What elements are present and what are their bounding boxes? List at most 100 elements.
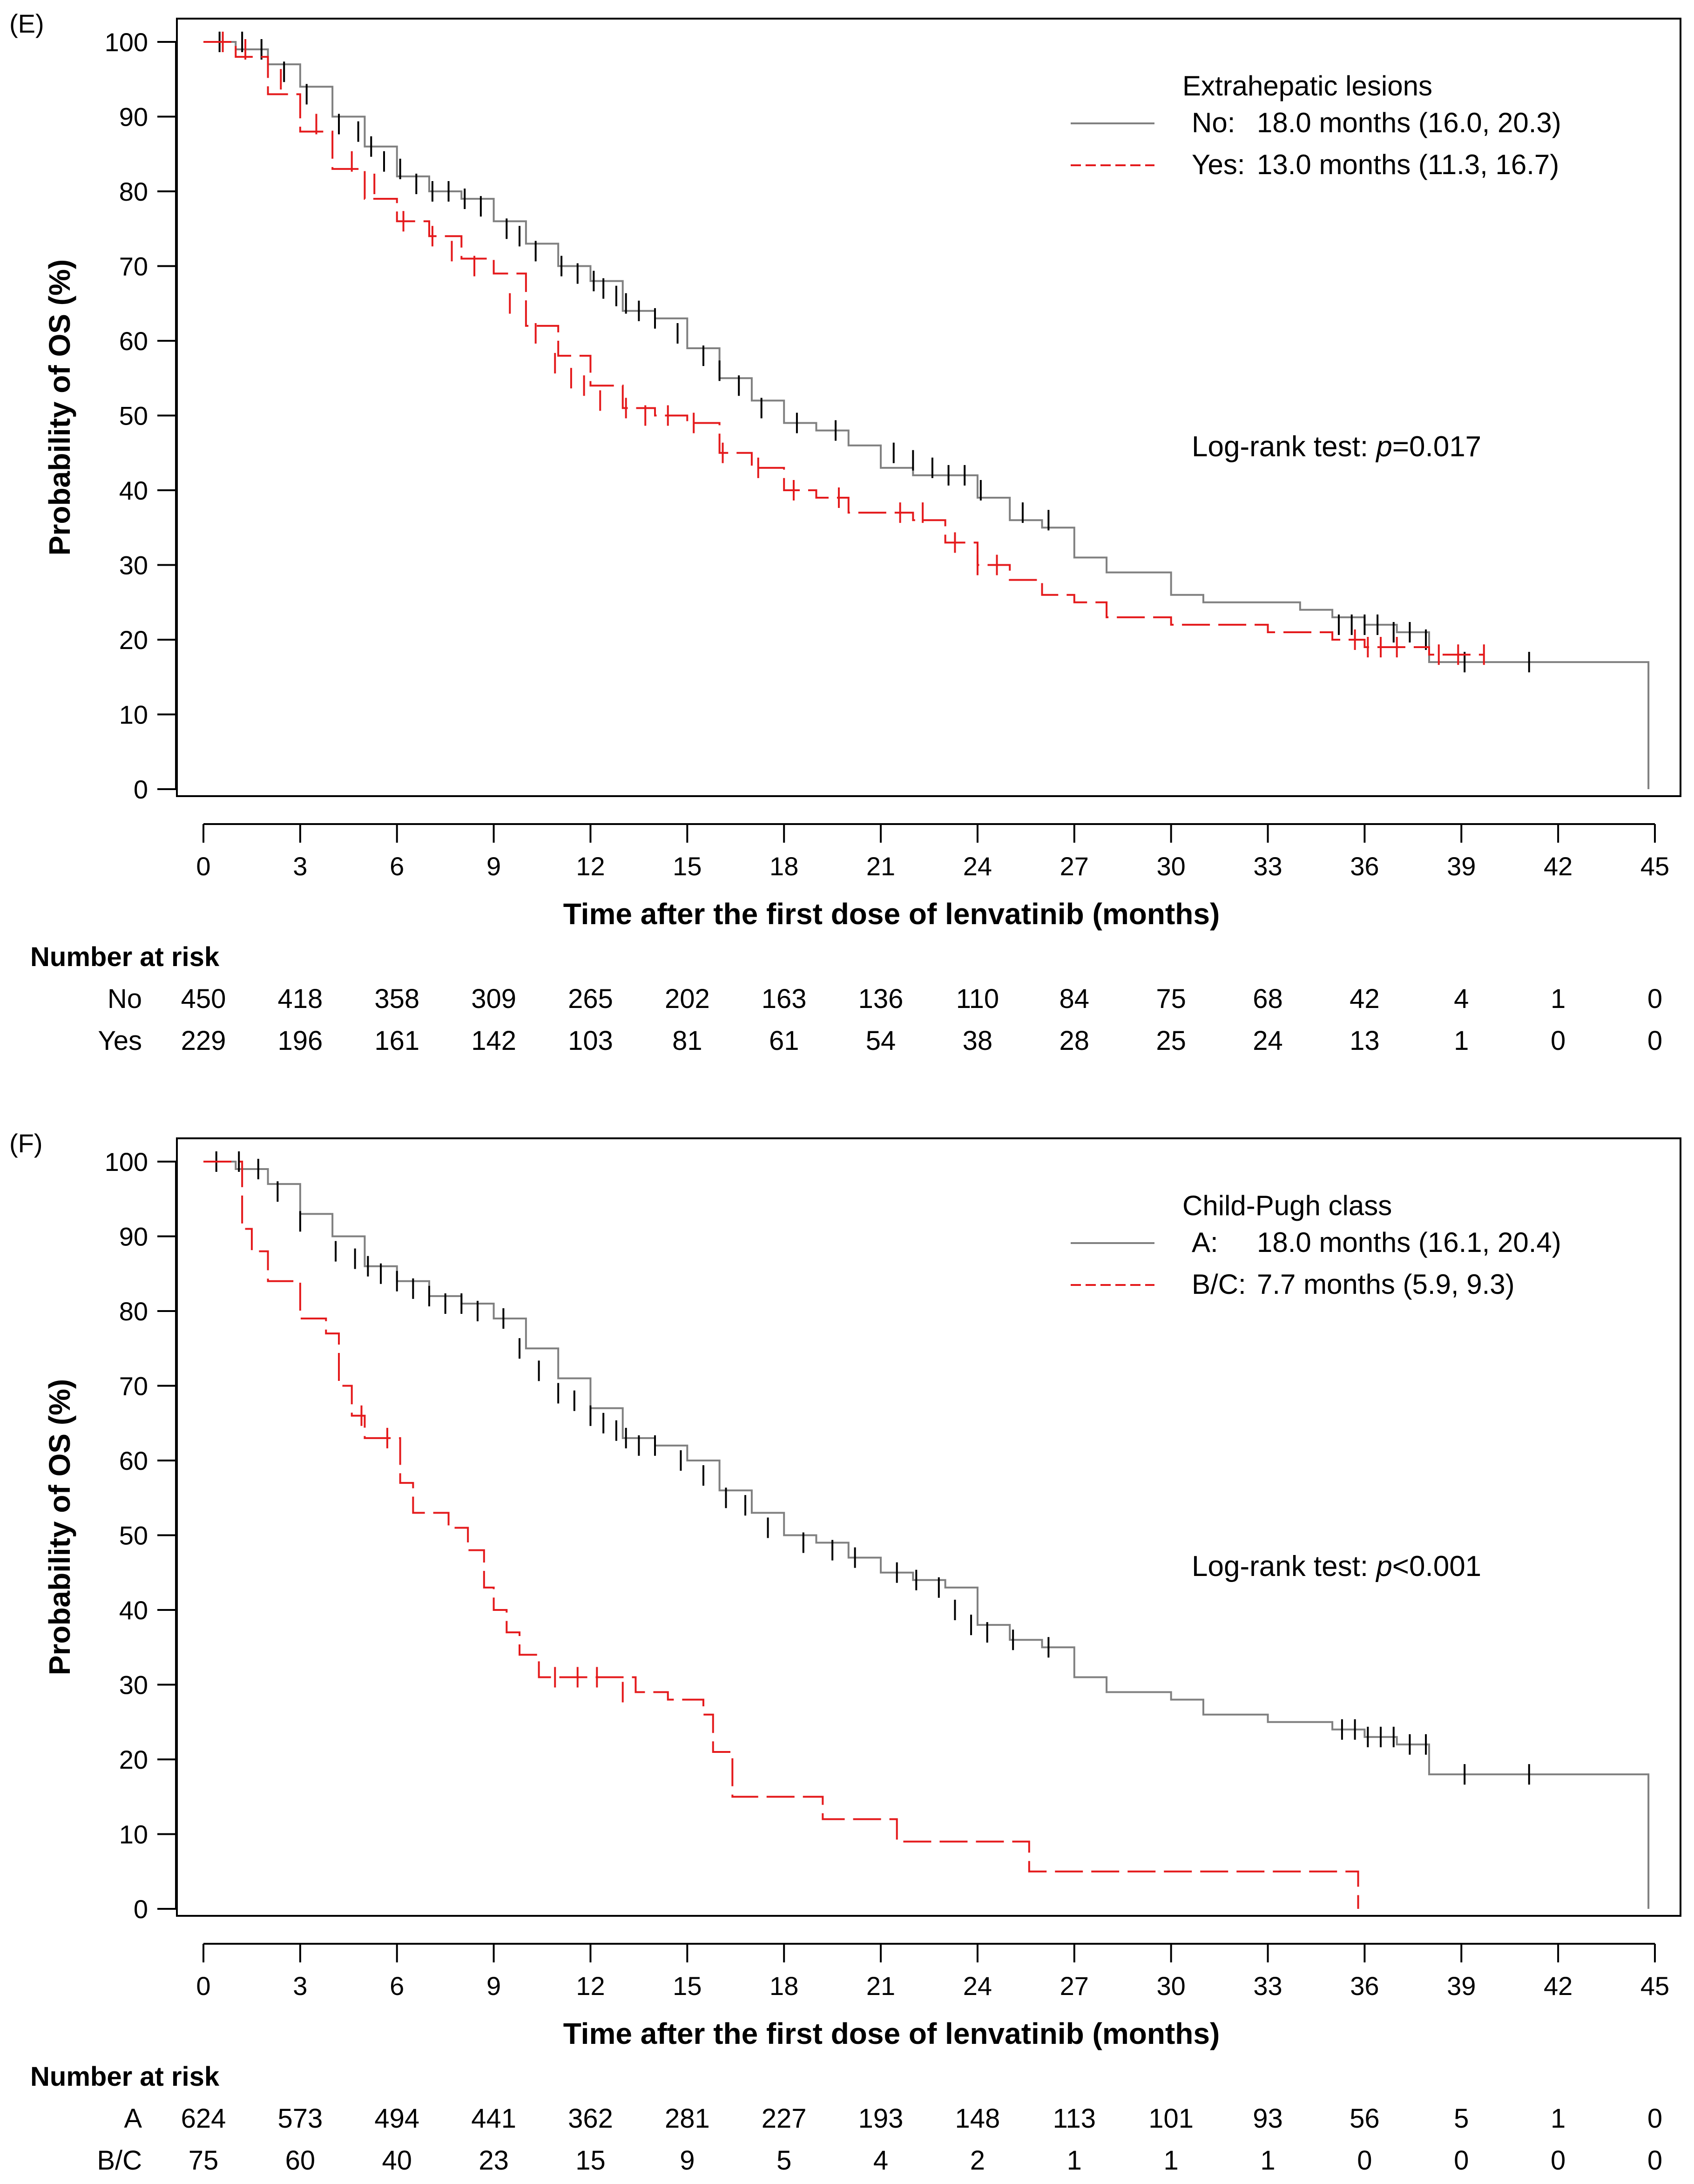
annotation-prefix: Log-rank test: xyxy=(1192,1550,1376,1582)
risk-count: 110 xyxy=(956,984,999,1014)
x-tick-label: 18 xyxy=(769,1971,798,2001)
x-tick-label: 45 xyxy=(1640,1971,1669,2001)
x-tick-label: 45 xyxy=(1640,852,1669,881)
risk-count: 202 xyxy=(665,984,710,1014)
x-axis-title: Time after the first dose of lenvatinib … xyxy=(563,2017,1220,2050)
y-tick-label: 30 xyxy=(119,1670,148,1700)
x-tick-label: 12 xyxy=(576,1971,605,2001)
risk-count: 136 xyxy=(858,984,904,1014)
x-tick-label: 42 xyxy=(1544,1971,1573,2001)
x-tick-label: 30 xyxy=(1157,1971,1186,2001)
risk-count: 23 xyxy=(479,2145,509,2176)
risk-count: 418 xyxy=(277,984,323,1014)
risk-table-title: Number at risk xyxy=(30,2062,220,2092)
y-tick-label: 60 xyxy=(119,1446,148,1475)
legend-label: No: xyxy=(1192,107,1235,138)
risk-count: 13 xyxy=(1350,1026,1380,1056)
x-tick-label: 39 xyxy=(1447,852,1476,881)
risk-count: 75 xyxy=(189,2145,219,2176)
x-tick-label: 24 xyxy=(963,852,992,881)
risk-count: 196 xyxy=(277,1026,323,1056)
y-tick-label: 40 xyxy=(119,1596,148,1625)
legend-value: 13.0 months (11.3, 16.7) xyxy=(1257,149,1559,180)
legend-title: Child-Pugh class xyxy=(1182,1190,1392,1221)
risk-count: 441 xyxy=(471,2103,516,2134)
risk-count: 56 xyxy=(1350,2103,1380,2134)
risk-count: 0 xyxy=(1357,2145,1372,2176)
x-tick-label: 21 xyxy=(866,852,895,881)
risk-count: 81 xyxy=(672,1026,702,1056)
risk-count: 0 xyxy=(1647,984,1662,1014)
risk-count: 54 xyxy=(866,1026,896,1056)
risk-row-label: A xyxy=(124,2103,142,2134)
y-tick-label: 40 xyxy=(119,476,148,505)
y-tick-label: 50 xyxy=(119,401,148,431)
legend-title: Extrahepatic lesions xyxy=(1182,70,1432,101)
x-tick-label: 3 xyxy=(293,1971,307,2001)
risk-count: 0 xyxy=(1551,1026,1566,1056)
risk-count: 5 xyxy=(776,2145,791,2176)
x-tick-label: 15 xyxy=(673,1971,702,2001)
risk-count: 61 xyxy=(769,1026,799,1056)
y-tick-label: 70 xyxy=(119,252,148,281)
risk-count: 0 xyxy=(1647,2103,1662,2134)
annotation-prefix: Log-rank test: xyxy=(1192,431,1376,463)
y-tick-label: 70 xyxy=(119,1372,148,1401)
legend-label: A: xyxy=(1192,1227,1218,1258)
legend-label: B/C: xyxy=(1192,1269,1246,1300)
risk-count: 142 xyxy=(471,1026,516,1056)
risk-count: 494 xyxy=(374,2103,419,2134)
y-tick-label: 10 xyxy=(119,1820,148,1849)
y-tick-label: 30 xyxy=(119,551,148,580)
risk-count: 0 xyxy=(1647,2145,1662,2176)
risk-count: 28 xyxy=(1060,1026,1090,1056)
risk-count: 227 xyxy=(762,2103,807,2134)
risk-count: 161 xyxy=(374,1026,419,1056)
risk-count: 113 xyxy=(1053,2103,1096,2134)
y-tick-label: 100 xyxy=(105,27,148,57)
risk-count: 450 xyxy=(181,984,226,1014)
risk-count: 281 xyxy=(665,2103,710,2134)
x-tick-label: 9 xyxy=(486,1971,501,2001)
annotation-value: <0.001 xyxy=(1392,1550,1481,1582)
log-rank-annotation: Log-rank test: p<0.001 xyxy=(1192,1550,1481,1582)
risk-count: 84 xyxy=(1060,984,1090,1014)
y-tick-label: 60 xyxy=(119,326,148,356)
risk-count: 358 xyxy=(374,984,419,1014)
x-tick-label: 15 xyxy=(673,852,702,881)
risk-count: 68 xyxy=(1253,984,1283,1014)
x-tick-label: 0 xyxy=(196,1971,210,2001)
legend-label: Yes: xyxy=(1192,149,1245,180)
risk-count: 42 xyxy=(1350,984,1380,1014)
risk-count: 5 xyxy=(1454,2103,1469,2134)
y-axis-title: Probability of OS (%) xyxy=(43,259,76,555)
risk-count: 2 xyxy=(970,2145,985,2176)
risk-count: 148 xyxy=(955,2103,1000,2134)
log-rank-annotation: Log-rank test: p=0.017 xyxy=(1192,431,1481,463)
survival-curve-yes xyxy=(203,41,1484,656)
risk-count: 103 xyxy=(568,1026,613,1056)
y-tick-label: 90 xyxy=(119,102,148,132)
risk-count: 15 xyxy=(575,2145,606,2176)
y-tick-label: 10 xyxy=(119,700,148,730)
risk-count: 1 xyxy=(1454,1026,1469,1056)
risk-count: 93 xyxy=(1253,2103,1283,2134)
risk-count: 1 xyxy=(1551,984,1566,1014)
x-tick-label: 3 xyxy=(293,852,307,881)
x-tick-label: 6 xyxy=(390,852,404,881)
risk-count: 229 xyxy=(181,1026,226,1056)
y-tick-label: 80 xyxy=(119,177,148,206)
risk-count: 0 xyxy=(1454,2145,1469,2176)
risk-row-label: Yes xyxy=(98,1026,142,1056)
risk-count: 624 xyxy=(181,2103,226,2134)
x-tick-label: 36 xyxy=(1350,1971,1379,2001)
y-tick-label: 100 xyxy=(105,1147,148,1177)
risk-count: 25 xyxy=(1156,1026,1186,1056)
legend-value: 7.7 months (5.9, 9.3) xyxy=(1257,1269,1515,1300)
y-tick-label: 90 xyxy=(119,1222,148,1251)
risk-count: 309 xyxy=(471,984,516,1014)
x-tick-label: 21 xyxy=(866,1971,895,2001)
risk-count: 1 xyxy=(1164,2145,1179,2176)
x-tick-label: 42 xyxy=(1544,852,1573,881)
